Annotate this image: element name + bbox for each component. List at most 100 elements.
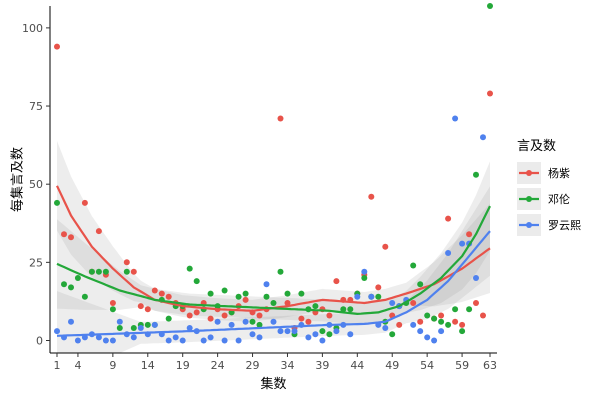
x-tick-label: 19 — [176, 359, 190, 372]
data-point — [130, 334, 137, 341]
data-point — [480, 312, 486, 319]
data-point — [88, 268, 95, 275]
data-point — [487, 90, 493, 97]
data-point — [480, 134, 486, 141]
data-point — [207, 315, 214, 322]
data-point — [312, 331, 319, 338]
data-point — [179, 337, 186, 344]
x-tick-label: 49 — [385, 359, 399, 372]
x-tick-label: 39 — [315, 359, 329, 372]
data-point — [68, 318, 74, 325]
data-point — [242, 318, 249, 325]
data-point — [438, 312, 445, 319]
y-tick-label: 0 — [36, 334, 43, 347]
data-point — [284, 328, 291, 335]
data-point — [235, 293, 242, 300]
x-tick-label: 29 — [246, 359, 260, 372]
data-point — [228, 321, 235, 328]
data-point — [165, 315, 172, 322]
data-point — [74, 275, 81, 281]
x-tick-label: 44 — [350, 359, 364, 372]
data-point — [382, 243, 389, 250]
data-point — [466, 306, 473, 313]
legend-title: 言及数 — [517, 139, 556, 154]
data-point — [333, 328, 340, 335]
data-point — [298, 290, 305, 297]
data-point — [109, 300, 116, 306]
data-point — [452, 318, 459, 325]
data-point — [249, 331, 256, 338]
data-point — [242, 296, 249, 303]
data-point — [277, 115, 284, 122]
data-point — [452, 306, 459, 313]
data-point — [298, 315, 305, 322]
data-point — [256, 312, 263, 319]
data-point — [417, 281, 424, 288]
data-point — [116, 325, 123, 331]
data-point — [445, 215, 452, 222]
data-point — [165, 293, 172, 300]
data-point — [54, 199, 60, 206]
x-tick-label: 9 — [109, 359, 116, 372]
data-point — [319, 337, 326, 344]
data-point — [144, 306, 151, 313]
data-point — [452, 115, 459, 122]
data-point — [347, 306, 354, 313]
data-point — [54, 43, 60, 50]
data-point — [207, 290, 214, 297]
data-point — [305, 318, 312, 325]
data-point — [242, 290, 249, 297]
data-point — [95, 334, 102, 341]
data-point — [137, 303, 144, 310]
data-point — [207, 334, 214, 341]
data-point — [445, 250, 452, 256]
y-tick-label: 100 — [22, 22, 43, 35]
data-point — [410, 300, 417, 306]
data-point — [417, 318, 424, 325]
x-tick-label: 59 — [455, 359, 469, 372]
data-point — [487, 3, 493, 9]
data-point — [256, 334, 263, 341]
y-tick-label: 75 — [29, 100, 43, 113]
data-point — [389, 300, 396, 306]
data-point — [256, 321, 263, 328]
data-point — [81, 293, 88, 300]
x-tick-label: 63 — [483, 359, 497, 372]
data-point — [249, 318, 256, 325]
data-point — [158, 290, 165, 297]
legend-label: 罗云熙 — [548, 219, 581, 232]
data-point — [473, 171, 479, 178]
data-point — [438, 328, 445, 335]
data-point — [389, 331, 396, 338]
data-point — [473, 300, 479, 306]
data-point — [417, 328, 424, 335]
data-point — [445, 321, 452, 328]
legend-label: 邓伦 — [548, 192, 570, 206]
data-point — [95, 268, 102, 275]
data-point — [186, 325, 193, 331]
data-point — [459, 321, 466, 328]
legend-swatch-point — [526, 196, 532, 202]
data-point — [424, 334, 431, 341]
x-tick-label: 4 — [74, 359, 81, 372]
data-point — [130, 268, 137, 275]
data-point — [186, 265, 193, 272]
data-point — [424, 312, 431, 319]
data-point — [137, 325, 144, 331]
confidence-band — [57, 141, 490, 322]
data-point — [326, 312, 333, 319]
data-point — [305, 334, 312, 341]
data-point — [284, 290, 291, 297]
data-point — [473, 275, 479, 281]
y-tick-label: 50 — [29, 178, 43, 191]
data-point — [109, 306, 116, 313]
data-point — [221, 287, 228, 294]
trend-lines — [56, 185, 491, 337]
data-point — [410, 262, 417, 269]
data-point — [61, 231, 67, 238]
data-point — [193, 278, 200, 285]
data-point — [54, 328, 60, 335]
